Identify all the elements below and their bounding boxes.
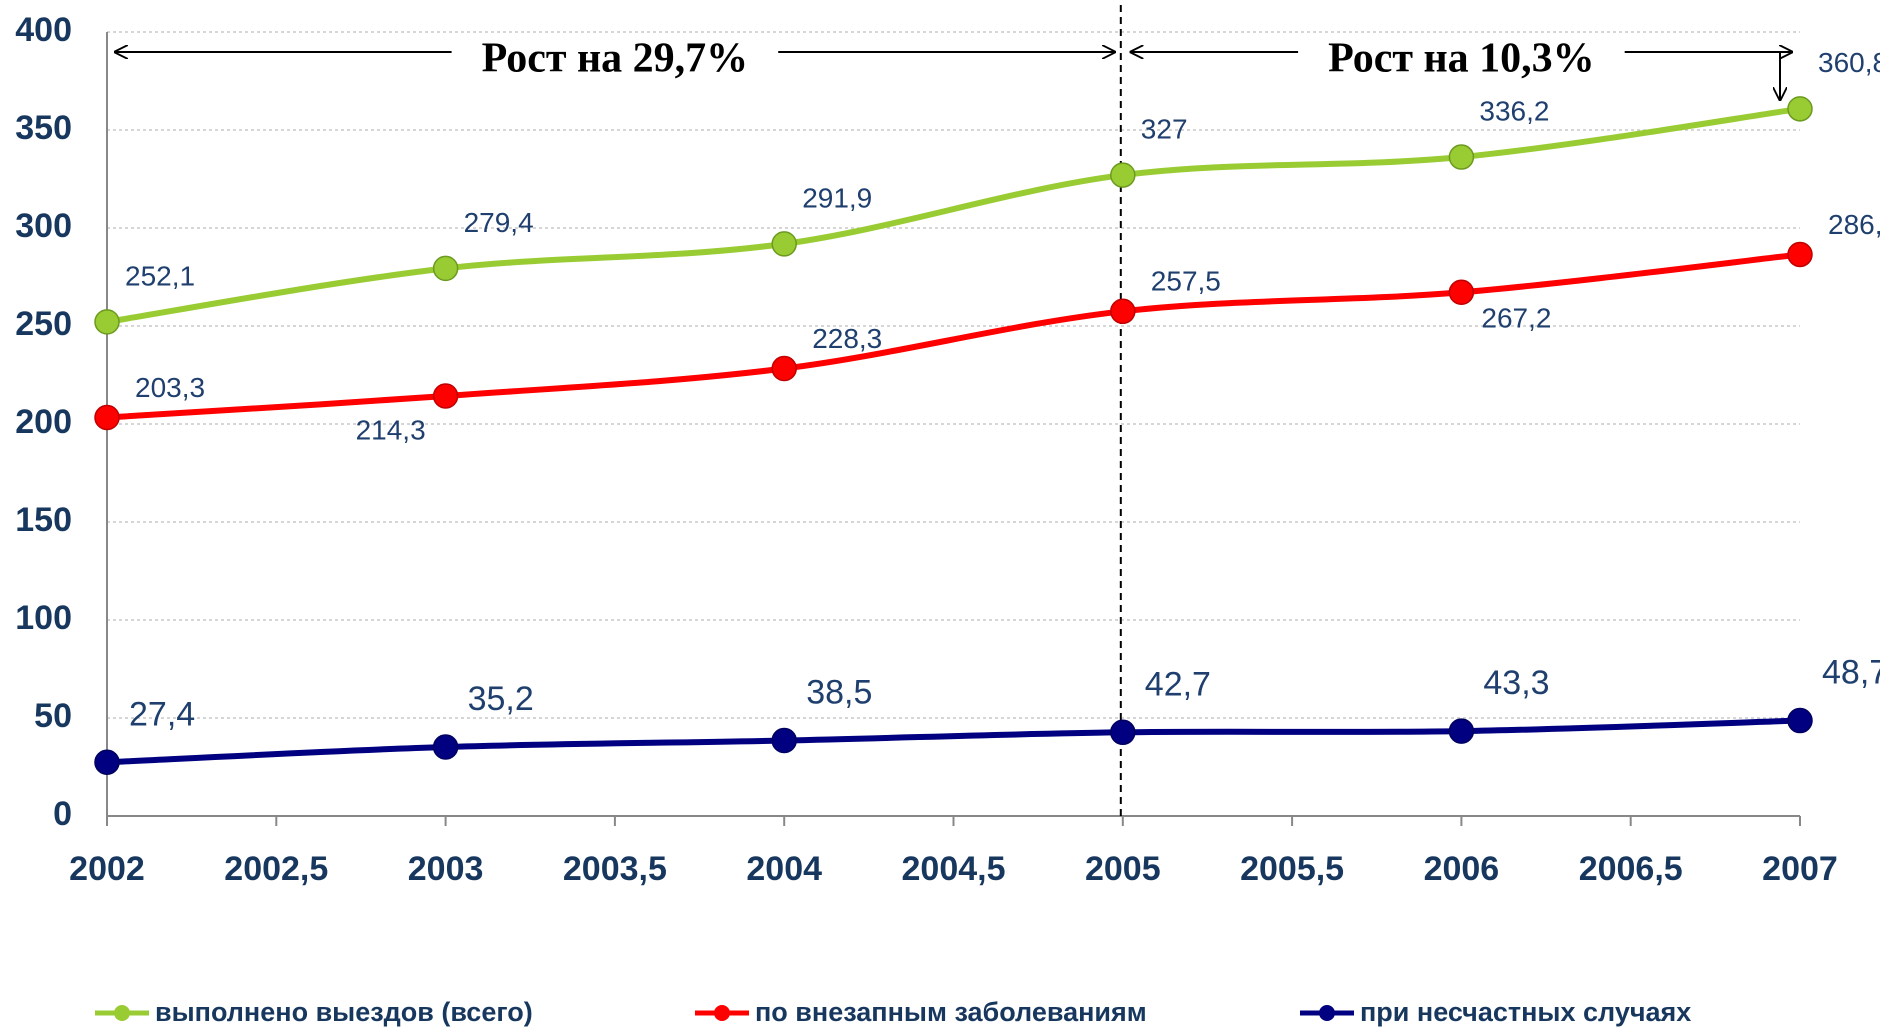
x-tick-label: 2004: [746, 850, 822, 888]
x-tick-label: 2006: [1424, 850, 1500, 888]
data-point: [1448, 718, 1475, 744]
x-tick-label: 2005: [1085, 850, 1161, 888]
x-tick-label: 2004,5: [902, 850, 1006, 888]
x-tick-label: 2003,5: [563, 850, 667, 888]
legend-label: по внезапным заболеваниям: [755, 997, 1147, 1027]
data-point: [432, 383, 459, 409]
legend-label: при несчастных случаях: [1360, 997, 1691, 1027]
y-tick-label: 50: [34, 697, 72, 735]
data-label: 42,7: [1145, 665, 1211, 703]
data-point: [1448, 144, 1475, 170]
x-tick-label: 2002: [69, 850, 145, 888]
legend-marker: [1319, 1005, 1335, 1021]
data-label: 43,3: [1483, 664, 1549, 702]
data-point: [94, 404, 120, 431]
data-label: 336,2: [1479, 95, 1549, 126]
annotation: Рост на 10,3%: [1328, 36, 1595, 82]
data-point: [1787, 96, 1813, 122]
data-label: 27,4: [129, 695, 195, 733]
data-point: [1110, 298, 1136, 325]
data-point: [94, 309, 120, 335]
y-tick-label: 150: [15, 501, 72, 539]
y-tick-label: 200: [15, 403, 72, 441]
y-tick-label: 0: [53, 795, 72, 833]
legend-marker: [114, 1005, 130, 1021]
series-line: [106, 251, 1801, 421]
legend-marker: [714, 1005, 730, 1021]
data-label: 257,5: [1151, 266, 1221, 297]
data-point: [771, 727, 797, 754]
series-line: [106, 717, 1801, 766]
data-point: [1787, 707, 1813, 734]
data-point: [94, 749, 120, 776]
data-label: 48,7: [1822, 654, 1880, 692]
legend-label: выполнено выездов (всего): [155, 997, 533, 1027]
x-tick-label: 2006,5: [1579, 850, 1683, 888]
data-label: 228,3: [812, 323, 882, 354]
data-label: 267,2: [1481, 303, 1551, 334]
data-label: 327: [1141, 113, 1188, 144]
data-point: [771, 231, 797, 257]
data-label: 360,8: [1818, 47, 1880, 78]
data-point: [432, 734, 459, 760]
data-point: [771, 355, 797, 382]
annotation: Рост на 29,7%: [482, 36, 749, 82]
x-tick-label: 2003: [408, 850, 484, 888]
data-point: [1787, 241, 1813, 268]
y-tick-label: 250: [15, 305, 72, 343]
data-point: [1110, 162, 1136, 188]
y-tick-label: 350: [15, 109, 72, 147]
data-label: 38,5: [806, 674, 872, 712]
x-tick-label: 2002,5: [224, 850, 328, 888]
data-label: 35,2: [468, 680, 534, 718]
x-tick-label: 2007: [1762, 850, 1838, 888]
data-point: [1110, 719, 1136, 746]
data-point: [1448, 279, 1475, 306]
series-line: [106, 105, 1801, 325]
data-label: 252,1: [125, 260, 195, 291]
data-label: 279,4: [464, 207, 534, 238]
data-label: 286,5: [1828, 209, 1880, 240]
x-tick-label: 2005,5: [1240, 850, 1344, 888]
y-tick-label: 300: [15, 207, 72, 245]
data-label: 291,9: [802, 182, 872, 213]
y-tick-label: 100: [15, 599, 72, 637]
data-label: 203,3: [135, 372, 205, 403]
data-point: [432, 255, 459, 282]
y-tick-label: 400: [15, 11, 72, 49]
data-label: 214,3: [356, 414, 426, 445]
